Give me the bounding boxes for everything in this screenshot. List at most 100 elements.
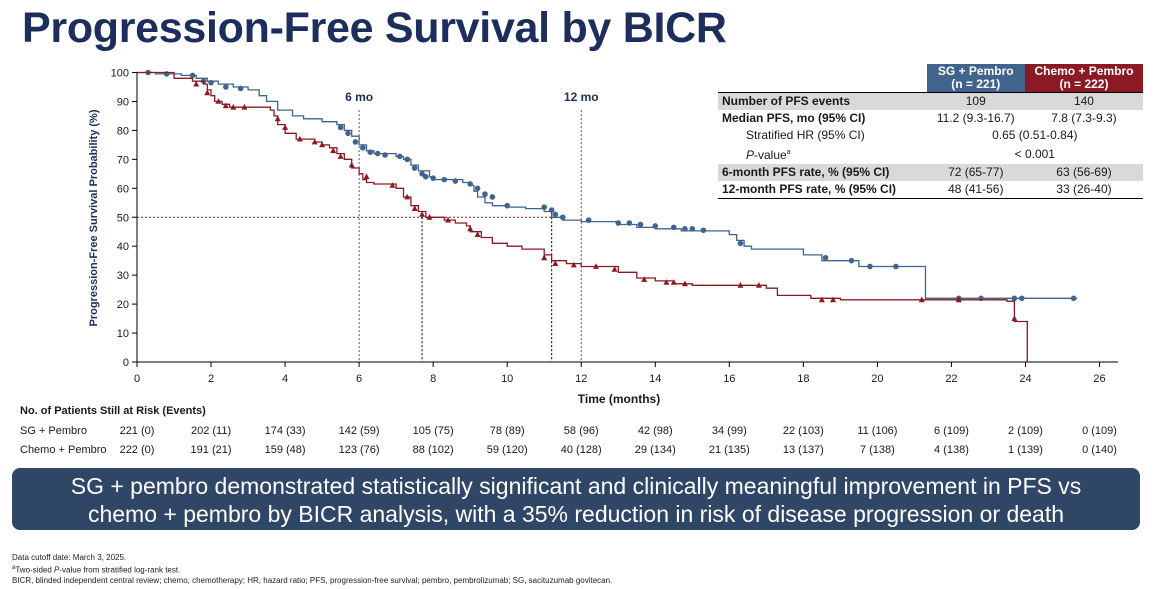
censor-mark-sg <box>626 220 633 226</box>
cell-merged: 0.65 (0.51-0.84) <box>992 128 1078 142</box>
x-tick-label: 16 <box>723 373 735 385</box>
km-curve-chemo <box>137 71 1028 362</box>
column-header-sg-text: SG + Pembro (n = 221) <box>937 64 1014 91</box>
censor-mark-chemo <box>330 147 337 154</box>
censor-mark-chemo <box>404 193 411 200</box>
table-row: Stratified HR (95% CI) 0.65 (0.51-0.84) <box>718 127 1143 144</box>
at-risk-value: 221 (0) <box>119 425 155 437</box>
censor-mark-sg <box>670 224 677 231</box>
censor-mark-chemo <box>681 280 688 287</box>
x-tick-label: 18 <box>797 373 809 385</box>
censor-mark-sg <box>541 204 548 210</box>
cell-sg: 48 (41-56) <box>926 181 1025 199</box>
key-message-banner: SG + pembro demonstrated statistically s… <box>12 468 1140 530</box>
censor-mark-sg <box>848 257 855 264</box>
banner-line-2: chemo + pembro by BICR analysis, with a … <box>87 501 1065 527</box>
censor-mark-chemo <box>241 103 248 110</box>
at-risk-value: 21 (135) <box>708 444 750 456</box>
footnote-2-pre: Two-sided <box>15 565 55 575</box>
row-label: Stratified HR (95% CI) <box>746 128 865 142</box>
at-risk-value: 2 (109) <box>1008 425 1043 437</box>
censor-mark-chemo <box>830 296 836 303</box>
row-label: Number of PFS events <box>718 92 927 110</box>
at-risk-value: 7 (138) <box>859 444 895 456</box>
x-tick-label: 8 <box>430 373 436 385</box>
cell-chemo: 140 <box>1024 92 1143 110</box>
censor-mark-sg <box>1011 295 1018 302</box>
censor-mark-sg <box>585 217 592 223</box>
censor-mark-sg <box>700 227 707 234</box>
censor-mark-sg <box>1018 295 1025 302</box>
at-risk-value: 0 (109) <box>1082 425 1117 437</box>
landmark-label: 6 mo <box>345 90 373 104</box>
censor-mark-sg <box>411 165 418 171</box>
y-tick-label: 0 <box>123 357 129 369</box>
censor-mark-chemo <box>426 213 433 220</box>
censor-mark-chemo <box>215 98 222 104</box>
censor-mark-sg <box>652 223 659 229</box>
reference-lines: 6 mo 12 mo <box>137 90 599 362</box>
censor-mark-sg <box>867 263 873 270</box>
censor-mark-chemo <box>737 282 744 288</box>
at-risk-value: 42 (98) <box>637 425 673 437</box>
censor-mark-sg <box>482 191 488 197</box>
row-label-italic: P <box>746 148 755 162</box>
cell-merged: < 0.001 <box>1014 146 1055 161</box>
at-risk-value: 4 (138) <box>934 444 969 456</box>
y-tick-label: 10 <box>117 328 129 340</box>
at-risk-value: 29 (134) <box>634 444 676 456</box>
y-tick-label: 20 <box>117 299 129 311</box>
at-risk-value: 59 (120) <box>486 444 528 456</box>
censor-mark-chemo <box>670 279 677 285</box>
censor-mark-sg <box>345 130 351 137</box>
censor-mark-chemo <box>445 216 451 223</box>
censor-mark-sg <box>237 85 244 92</box>
censor-mark-sg <box>189 72 196 79</box>
censor-mark-sg <box>552 211 559 218</box>
at-risk-value: 105 (75) <box>412 425 454 437</box>
censor-mark-chemo <box>311 138 318 145</box>
at-risk-value: 123 (76) <box>338 444 380 456</box>
y-tick-label: 40 <box>117 241 129 253</box>
y-tick-label: 60 <box>117 183 129 195</box>
censor-mark-chemo <box>348 161 355 168</box>
censor-mark-chemo <box>818 296 825 303</box>
cell-chemo: 63 (56-69) <box>1024 164 1143 181</box>
banner-line-1: SG + pembro demonstrated statistically s… <box>70 473 1082 499</box>
x-tick-label: 26 <box>1093 373 1105 385</box>
results-table: SG + Pembro (n = 221) Chemo + Pembro (n … <box>718 64 1143 199</box>
x-tick-label: 12 <box>575 373 587 385</box>
censor-mark-sg <box>489 194 496 200</box>
footnote-2-sup: a <box>12 565 16 571</box>
at-risk-value: 13 (137) <box>782 444 824 456</box>
footnotes: Data cutoff date: March 3, 2025. aTwo-si… <box>12 553 612 586</box>
column-header-chemo: Chemo + Pembro (n = 222) <box>1024 64 1143 93</box>
table-row: P-valuea < 0.001 <box>718 144 1143 164</box>
row-label: 12-month PFS rate, % (95% CI) <box>718 181 927 199</box>
censor-mark-chemo <box>389 182 396 188</box>
censor-mark-sg <box>430 175 436 181</box>
censor-mark-chemo <box>1011 315 1018 321</box>
row-label-rest: -value <box>754 148 787 162</box>
at-risk-value: 40 (128) <box>560 444 602 456</box>
y-tick-label: 70 <box>117 154 129 166</box>
cell-sg: 11.2 (9.3-16.7) <box>936 111 1015 125</box>
cell-chemo: 7.8 (7.3-9.3) <box>1051 111 1117 125</box>
row-label: Median PFS, mo (95% CI) <box>722 111 866 125</box>
at-risk-title: No. of Patients Still at Risk (Events) <box>20 405 206 417</box>
row-label: P-valuea <box>718 144 927 164</box>
censor-mark-chemo <box>541 254 548 261</box>
footnote-2-post: -value from stratified log-rank test. <box>59 565 181 575</box>
at-risk-label: Chemo + Pembro <box>20 444 107 456</box>
at-risk-value: 174 (33) <box>264 425 306 437</box>
censor-mark-chemo <box>663 279 670 285</box>
cell-sg: 109 <box>926 92 1025 110</box>
at-risk-value: 34 (99) <box>711 425 747 437</box>
y-tick-label: 50 <box>117 212 129 224</box>
row-label: 6-month PFS rate, % (95% CI) <box>718 164 927 181</box>
survival-curves <box>137 69 1078 362</box>
censor-mark-chemo <box>274 115 281 122</box>
censor-mark-chemo <box>282 124 289 130</box>
censor-mark-chemo <box>955 296 962 303</box>
